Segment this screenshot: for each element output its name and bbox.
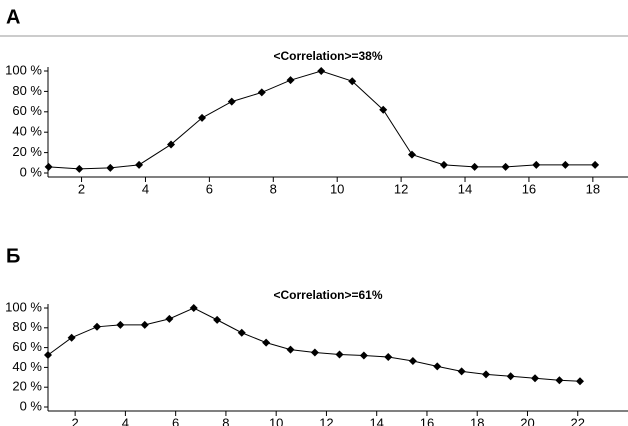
data-point <box>286 345 295 354</box>
data-point <box>67 333 76 342</box>
x-tick-label: 16 <box>522 181 536 196</box>
y-tick-label: 40 % <box>12 124 42 139</box>
data-point <box>482 370 491 379</box>
data-point <box>257 88 266 97</box>
data-point <box>591 160 600 169</box>
data-point <box>532 160 541 169</box>
panel-label: А <box>6 6 20 28</box>
y-tick-label: 60 % <box>12 339 42 354</box>
x-tick-label: 16 <box>420 415 434 426</box>
data-line <box>48 70 596 170</box>
panel-label: Б <box>6 245 20 267</box>
x-tick-label: 2 <box>78 181 85 196</box>
data-point <box>379 105 388 114</box>
data-point <box>106 163 115 172</box>
data-point <box>531 374 540 383</box>
x-tick-label: 18 <box>470 415 484 426</box>
y-tick-label: 100 % <box>5 299 42 314</box>
y-tick-label: 40 % <box>12 359 42 374</box>
data-point <box>555 376 564 385</box>
x-tick-label: 14 <box>369 415 383 426</box>
data-point <box>506 372 515 381</box>
data-point <box>576 377 585 386</box>
data-point <box>407 150 416 159</box>
data-point <box>213 315 222 324</box>
x-tick-label: 12 <box>394 181 408 196</box>
y-tick-label: 20 % <box>12 144 42 159</box>
y-tick-label: 100 % <box>5 62 42 77</box>
x-tick-label: 10 <box>269 415 283 426</box>
y-tick-label: 0 % <box>20 164 43 179</box>
x-tick-label: 6 <box>172 415 179 426</box>
data-point <box>135 160 144 169</box>
data-point <box>439 160 448 169</box>
data-line <box>47 307 581 382</box>
data-point <box>457 367 466 376</box>
data-point <box>116 320 125 329</box>
data-point <box>433 362 442 371</box>
x-tick-label: 4 <box>142 181 149 196</box>
data-point <box>561 160 570 169</box>
y-tick-label: 0 % <box>20 398 43 413</box>
y-tick-label: 60 % <box>12 103 42 118</box>
data-point <box>286 76 295 85</box>
data-point <box>348 77 357 86</box>
x-tick-label: 14 <box>458 181 472 196</box>
x-tick-label: 22 <box>571 415 585 426</box>
x-tick-label: 8 <box>222 415 229 426</box>
data-point <box>165 314 174 323</box>
x-tick-label: 12 <box>319 415 333 426</box>
x-tick-label: 2 <box>72 415 79 426</box>
data-point <box>189 304 198 312</box>
data-point <box>335 350 344 359</box>
data-point <box>167 140 176 149</box>
data-point <box>140 320 149 329</box>
data-point <box>384 353 393 362</box>
y-tick-label: 20 % <box>12 379 42 394</box>
chart-title: <Correlation>=38% <box>273 49 382 63</box>
x-tick-label: 8 <box>270 181 277 196</box>
data-point <box>359 351 368 360</box>
data-point <box>317 67 326 75</box>
data-point <box>44 351 52 360</box>
data-point <box>198 113 207 122</box>
data-point <box>75 164 84 173</box>
x-tick-label: 6 <box>206 181 213 196</box>
data-point <box>501 162 510 171</box>
x-tick-label: 4 <box>122 415 129 426</box>
x-tick-label: 20 <box>520 415 534 426</box>
data-point <box>44 162 53 171</box>
x-tick-label: 18 <box>586 181 600 196</box>
y-tick-label: 80 % <box>12 319 42 334</box>
data-point <box>470 162 479 171</box>
y-tick-label: 80 % <box>12 83 42 98</box>
data-point <box>93 322 102 331</box>
data-point <box>262 338 271 347</box>
data-point <box>310 348 319 357</box>
chart-title: <Correlation>=61% <box>273 288 382 302</box>
data-point <box>237 328 246 337</box>
x-tick-label: 10 <box>330 181 344 196</box>
data-point <box>408 356 417 365</box>
data-point <box>227 97 236 106</box>
